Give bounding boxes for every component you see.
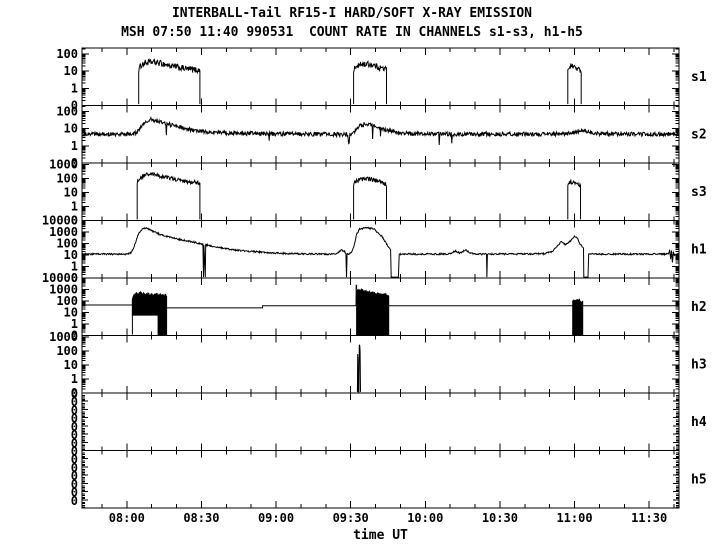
panel-label: h4 (691, 415, 707, 430)
y-tick-label: 0 (71, 494, 78, 508)
panel-label: s3 (691, 185, 707, 200)
y-tick-label: 10 (64, 358, 78, 372)
y-tick-label: 10000 (42, 214, 78, 228)
panel-border (81, 162, 680, 221)
x-tick-label: 09:30 (333, 511, 369, 525)
y-tick-label: 0 (71, 469, 78, 483)
y-tick-label: 0 (71, 403, 78, 417)
x-axis-label: time UT (353, 528, 408, 543)
data-trace (567, 178, 581, 220)
data-trace (136, 171, 201, 220)
panel-label: h2 (691, 300, 707, 315)
x-tick-label: 10:00 (407, 511, 443, 525)
panel-label: h5 (691, 472, 707, 487)
y-tick-label: 100 (56, 105, 78, 119)
x-tick-label: 10:30 (482, 511, 518, 525)
y-tick-label: 0 (71, 214, 78, 228)
data-band (572, 297, 584, 336)
y-tick-label: 100 (56, 237, 78, 251)
y-tick-label: 10000 (42, 271, 78, 285)
y-tick-label: 0 (71, 395, 78, 409)
x-tick-label: 08:00 (109, 511, 145, 525)
y-tick-label: 0 (71, 99, 78, 113)
panel-label: s1 (691, 70, 707, 85)
panel-border (81, 220, 680, 279)
y-tick-label: 0 (71, 428, 78, 442)
panel-label: s2 (691, 127, 707, 142)
panel-label: h3 (691, 357, 707, 372)
y-tick-label: 0 (71, 329, 78, 343)
data-trace (567, 63, 582, 105)
y-tick-label: 10 (64, 185, 78, 199)
y-tick-label: 1 (71, 81, 78, 95)
y-tick-label: 0 (71, 461, 78, 475)
y-tick-label: 0 (71, 477, 78, 491)
y-tick-label: 0 (71, 412, 78, 426)
data-traces (81, 58, 680, 393)
y-tick-label: 0 (71, 436, 78, 450)
y-tick-label: 0 (71, 387, 78, 401)
panel-border (81, 47, 680, 106)
data-trace (166, 305, 356, 309)
data-trace (82, 116, 680, 146)
y-tick-label: 100 (56, 344, 78, 358)
y-tick-label: 1000 (49, 157, 78, 171)
panel-border (81, 335, 680, 394)
x-tick-label: 08:30 (183, 511, 219, 525)
data-trace (353, 176, 387, 220)
x-tick-label: 11:30 (631, 511, 667, 525)
y-tick-label: 10 (64, 248, 78, 262)
y-tick-label: 1000 (49, 225, 78, 239)
x-tick-label: 09:00 (258, 511, 294, 525)
axes (81, 47, 680, 509)
y-tick-label: 1000 (49, 283, 78, 297)
y-tick-label: 0 (71, 271, 78, 285)
chart-title: INTERBALL-Tail RF15-I HARD/SOFT X-RAY EM… (171, 6, 533, 21)
y-tick-label: 10 (64, 64, 78, 78)
panel-border (81, 450, 680, 509)
y-tick-label: 10 (64, 306, 78, 320)
y-tick-label: 0 (71, 386, 78, 400)
y-tick-label: 100 (56, 294, 78, 308)
y-tick-label: 0 (71, 453, 78, 467)
x-tick-label: 11:00 (556, 511, 592, 525)
data-trace (356, 344, 361, 393)
y-tick-label: 100 (56, 47, 78, 61)
y-tick-label: 0 (71, 486, 78, 500)
panel-label: h1 (691, 242, 707, 257)
y-tick-label: 0 (71, 445, 78, 459)
data-band (131, 290, 159, 316)
panel-border (81, 392, 680, 451)
y-tick-label: 0 (71, 156, 78, 170)
y-tick-label: 100 (56, 171, 78, 185)
y-tick-label: 1 (71, 199, 78, 213)
data-trace (81, 226, 680, 278)
y-tick-label: 1 (71, 139, 78, 153)
y-tick-label: 1 (71, 317, 78, 331)
y-tick-label: 1 (71, 260, 78, 274)
data-trace (138, 58, 201, 105)
y-tick-label: 1000 (49, 330, 78, 344)
axis-labels: 1001010s11001010s210001001010s3100001000… (42, 47, 707, 525)
y-tick-label: 10 (64, 122, 78, 136)
chart-subtitle: MSH 07:50 11:40 990531 COUNT RATE IN CHA… (121, 25, 583, 40)
y-tick-label: 1 (71, 372, 78, 386)
data-band (356, 287, 390, 336)
y-tick-label: 0 (71, 420, 78, 434)
data-band (157, 292, 168, 336)
data-trace (353, 59, 387, 105)
